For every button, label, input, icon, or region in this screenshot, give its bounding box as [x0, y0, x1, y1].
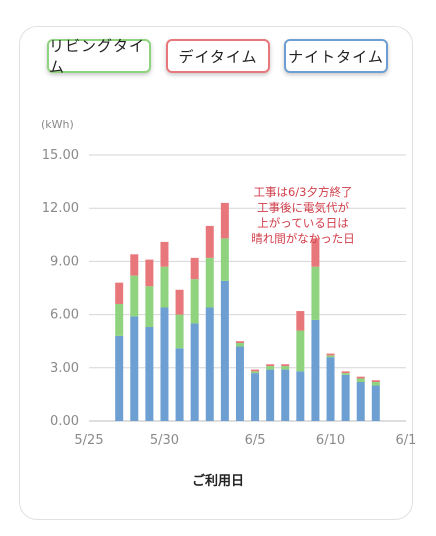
y-tick-label: 6.00 — [50, 308, 79, 323]
bar-segment — [341, 373, 350, 375]
bar-segment — [130, 275, 139, 317]
bar-segment — [235, 346, 244, 421]
bar-segment — [296, 371, 305, 421]
bar-segment — [371, 381, 380, 386]
bar-segment — [296, 311, 305, 331]
bar-segment — [356, 381, 365, 421]
y-tick-label: 12.00 — [42, 201, 79, 216]
bar-segment — [160, 307, 169, 421]
bar-segment — [160, 266, 169, 308]
bar-segment — [115, 335, 124, 421]
x-tick-label: 6/1 — [396, 433, 417, 448]
bar-segment — [205, 225, 214, 258]
legend-living-time[interactable]: リビングタイム — [47, 37, 151, 76]
bar-segment — [130, 316, 139, 421]
bar-segment — [145, 286, 154, 328]
bar-segment — [266, 364, 275, 367]
x-tick-label: 5/25 — [74, 433, 103, 448]
bar-segment — [356, 376, 365, 379]
bar-segment — [326, 353, 335, 356]
x-tick-label: 6/10 — [316, 433, 345, 448]
bar-segment — [115, 282, 124, 304]
bar-segment — [220, 280, 229, 421]
bar-segment — [371, 385, 380, 421]
y-tick-label: 15.00 — [42, 148, 79, 163]
x-axis-title: ご利用日 — [192, 473, 244, 489]
y-tick-label: 3.00 — [50, 361, 79, 376]
bar-segment — [251, 373, 260, 421]
bar-segment — [251, 369, 260, 372]
annotation-line: 晴れ間がなかった日 — [251, 232, 355, 246]
bar-segment — [281, 369, 290, 421]
y-unit-label: (kWh) — [41, 118, 74, 131]
bar-segment — [311, 238, 320, 267]
chart-card — [19, 26, 413, 520]
x-tick-label: 5/30 — [150, 433, 179, 448]
annotation-line: 上がっている日は — [257, 216, 348, 230]
y-tick-label: 0.00 — [50, 414, 79, 429]
bar-segment — [311, 266, 320, 320]
bar-segment — [326, 357, 335, 421]
bar-segment — [190, 257, 199, 280]
bar-segment — [371, 380, 380, 382]
bar-segment — [205, 257, 214, 308]
bar-segment — [356, 378, 365, 382]
x-tick-label: 6/5 — [245, 433, 266, 448]
bar-segment — [175, 289, 184, 315]
bar-segment — [145, 259, 154, 287]
bar-segment — [235, 341, 244, 343]
bar-segment — [175, 314, 184, 349]
bar-segment — [220, 238, 229, 281]
bar-segment — [235, 342, 244, 347]
annotation-line: 工事は6/3夕方終了 — [253, 185, 352, 199]
bar-segment — [205, 307, 214, 421]
bar-segment — [175, 348, 184, 421]
bar-segment — [266, 369, 275, 421]
bar-segment — [130, 254, 139, 276]
bar-segment — [145, 327, 154, 421]
bar-segment — [281, 364, 290, 367]
bar-segment — [311, 319, 320, 421]
bar-segment — [281, 366, 290, 370]
legend-day-time[interactable]: デイタイム — [166, 39, 270, 73]
bar-segment — [251, 371, 260, 374]
bar-segment — [220, 202, 229, 239]
bar-segment — [296, 330, 305, 372]
annotation-line: 工事後に電気代が — [257, 201, 349, 215]
bar-segment — [115, 303, 124, 336]
bar-segment — [266, 366, 275, 370]
bar-segment — [190, 279, 199, 324]
legend-night-time[interactable]: ナイトタイム — [284, 39, 388, 73]
bar-segment — [160, 241, 169, 267]
y-tick-label: 9.00 — [50, 254, 79, 269]
bar-segment — [341, 371, 350, 374]
bar-segment — [190, 323, 199, 421]
bar-segment — [341, 374, 350, 421]
bar-segment — [326, 355, 335, 358]
